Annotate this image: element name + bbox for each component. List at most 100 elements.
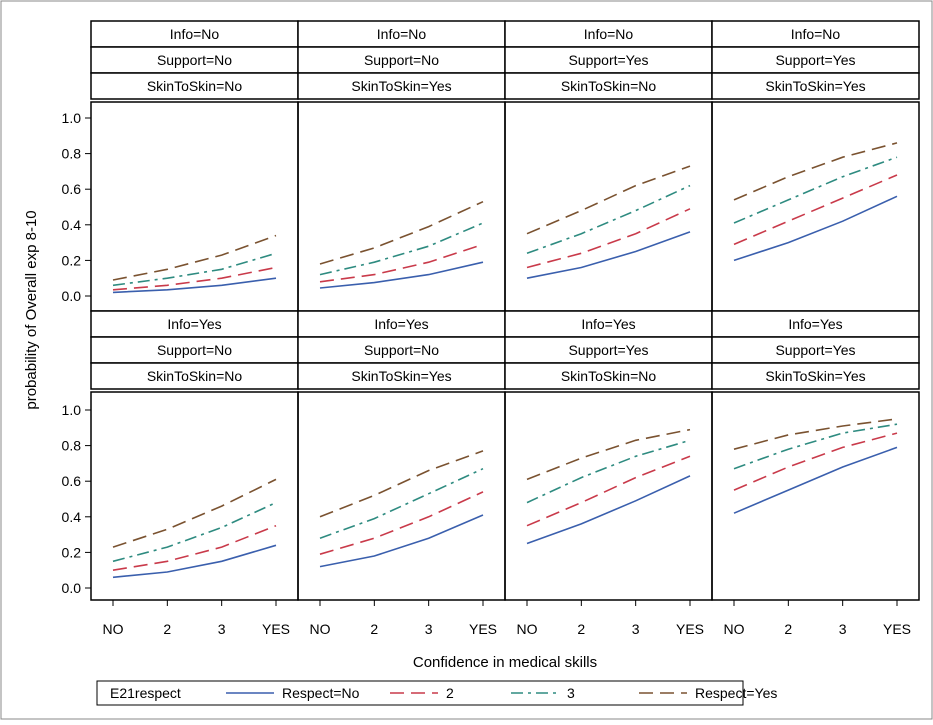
x-tick-label: YES — [262, 621, 290, 637]
panel-header-box — [504, 72, 713, 100]
series-line — [319, 467, 484, 539]
series-line — [526, 231, 691, 279]
panel-header-label: SkinToSkin=No — [147, 78, 243, 94]
legend-entry-label: Respect=No — [282, 685, 360, 701]
panel-plot-frame — [297, 101, 506, 312]
series-line — [319, 261, 484, 289]
panel-header-box — [711, 20, 920, 48]
panel-header-label: Info=No — [791, 26, 841, 42]
y-tick-label: 1.0 — [62, 402, 82, 418]
panel-header-label: Info=No — [584, 26, 634, 42]
panel-header-box — [711, 310, 920, 338]
legend-entry-label: Respect=Yes — [695, 685, 777, 701]
panel-header-label: Info=No — [377, 26, 427, 42]
panel-header-label: Info=Yes — [788, 316, 842, 332]
series-line — [319, 200, 484, 265]
panel-plot-frame — [711, 101, 920, 312]
x-tick-label: 3 — [839, 621, 847, 637]
series-line — [112, 501, 277, 563]
series-line — [319, 491, 484, 555]
y-tick-label: 0.6 — [62, 181, 82, 197]
panel-header-box — [711, 362, 920, 390]
series-line — [526, 208, 691, 269]
y-tick-label: 0.8 — [62, 146, 82, 162]
panel-header-label: SkinToSkin=Yes — [351, 368, 451, 384]
series-line — [319, 450, 484, 518]
y-tick-label: 0.0 — [62, 288, 82, 304]
panel-plot-frame — [297, 391, 506, 601]
y-axis-label: probability of Overall exp 8-10 — [23, 210, 40, 409]
x-tick-label: YES — [883, 621, 911, 637]
panel-plot-frame — [504, 391, 713, 601]
panel-header-label: Info=Yes — [167, 316, 221, 332]
panel-plot-frame — [711, 391, 920, 601]
series-line — [733, 446, 898, 514]
series-line — [112, 252, 277, 287]
legend-title: E21respect — [110, 685, 181, 701]
panel-header-label: Info=Yes — [374, 316, 428, 332]
panel-header-box — [711, 72, 920, 100]
y-tick-label: 0.8 — [62, 438, 82, 454]
panel-header-label: Support=Yes — [775, 342, 855, 358]
panel-header-label: Info=Yes — [581, 316, 635, 332]
x-tick-label: YES — [676, 621, 704, 637]
y-tick-label: 0.6 — [62, 473, 82, 489]
panel-header-box — [711, 336, 920, 364]
panel-header-box — [297, 362, 506, 390]
panel-header-label: SkinToSkin=No — [147, 368, 243, 384]
x-tick-label: 2 — [577, 621, 585, 637]
y-tick-label: 0.4 — [62, 509, 82, 525]
panel-header-label: Support=No — [157, 342, 232, 358]
series-line — [526, 165, 691, 235]
panel-header-box — [504, 46, 713, 74]
series-line — [526, 475, 691, 545]
series-line — [319, 243, 484, 283]
series-line — [526, 184, 691, 255]
panel-header-label: SkinToSkin=Yes — [765, 78, 865, 94]
panel-header-label: SkinToSkin=Yes — [765, 368, 865, 384]
series-line — [526, 439, 691, 504]
panel-header-box — [297, 336, 506, 364]
series-line — [319, 514, 484, 568]
series-line — [112, 277, 277, 294]
panel-plot-frame — [504, 101, 713, 312]
panel-header-box — [504, 20, 713, 48]
panel-header-label: Support=Yes — [568, 342, 648, 358]
series-line — [733, 156, 898, 224]
series-line — [112, 266, 277, 291]
x-tick-label: NO — [103, 621, 124, 637]
x-tick-label: NO — [517, 621, 538, 637]
series-line — [733, 195, 898, 262]
x-tick-label: 3 — [218, 621, 226, 637]
panel-header-box — [504, 362, 713, 390]
series-line — [319, 222, 484, 276]
x-axis-label: Confidence in medical skills — [413, 654, 597, 671]
panel-header-label: Support=Yes — [775, 52, 855, 68]
legend-entry-label: 2 — [446, 685, 454, 701]
panel-header-label: Info=No — [170, 26, 220, 42]
series-line — [112, 544, 277, 579]
x-tick-label: 2 — [370, 621, 378, 637]
x-tick-label: NO — [724, 621, 745, 637]
x-tick-label: NO — [310, 621, 331, 637]
y-tick-label: 0.2 — [62, 252, 82, 268]
x-tick-label: 2 — [784, 621, 792, 637]
panel-header-box — [297, 72, 506, 100]
x-tick-label: 2 — [163, 621, 171, 637]
series-line — [112, 234, 277, 281]
panel-header-label: SkinToSkin=No — [561, 78, 657, 94]
x-tick-label: 3 — [425, 621, 433, 637]
series-line — [526, 455, 691, 527]
y-tick-label: 0.0 — [62, 580, 82, 596]
panel-header-label: SkinToSkin=No — [561, 368, 657, 384]
legend-entry-label: 3 — [567, 685, 575, 701]
x-tick-label: 3 — [632, 621, 640, 637]
series-line — [112, 524, 277, 571]
y-tick-label: 0.2 — [62, 544, 82, 560]
panel-header-label: Support=No — [157, 52, 232, 68]
panel-header-label: Support=No — [364, 52, 439, 68]
y-tick-label: 1.0 — [62, 110, 82, 126]
